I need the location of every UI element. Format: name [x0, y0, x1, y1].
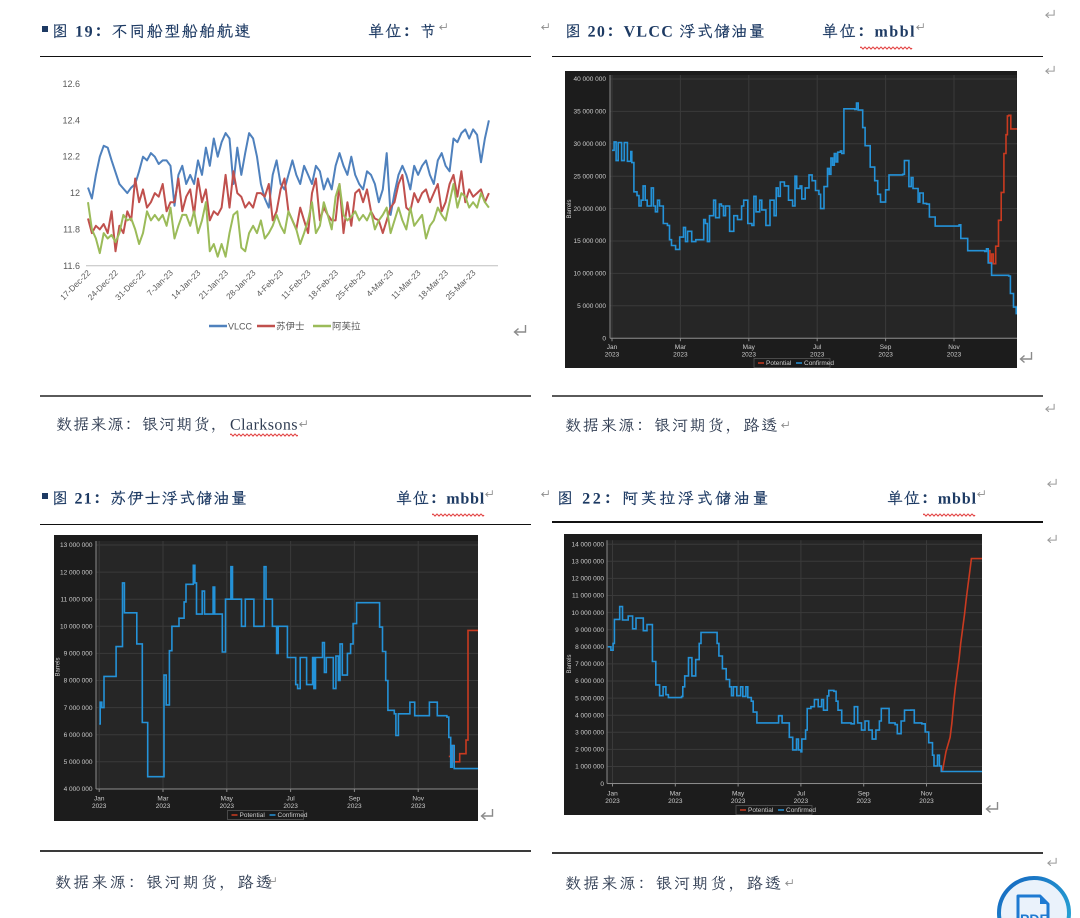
- svg-text:2023: 2023: [947, 352, 962, 359]
- svg-text:May: May: [220, 796, 233, 803]
- svg-text:1 000 000: 1 000 000: [575, 764, 604, 771]
- svg-text:2023: 2023: [347, 803, 362, 810]
- svg-text:Jan: Jan: [607, 344, 618, 351]
- svg-text:3 000 000: 3 000 000: [575, 730, 604, 737]
- svg-text:5 000 000: 5 000 000: [577, 303, 606, 310]
- svg-text:2023: 2023: [219, 803, 234, 810]
- svg-text:0: 0: [600, 781, 604, 788]
- svg-text:9 000 000: 9 000 000: [575, 627, 604, 634]
- svg-text:12.2: 12.2: [62, 152, 80, 162]
- svg-text:2 000 000: 2 000 000: [575, 747, 604, 754]
- svg-text:20 000 000: 20 000 000: [573, 206, 606, 213]
- svg-text:25-Feb-23: 25-Feb-23: [333, 267, 367, 301]
- svg-text:10 000 000: 10 000 000: [59, 624, 92, 631]
- svg-text:Jan: Jan: [93, 796, 104, 803]
- svg-text:28-Jan-23: 28-Jan-23: [224, 267, 258, 301]
- svg-text:Confirmed: Confirmed: [277, 812, 307, 819]
- svg-text:Sep: Sep: [348, 796, 360, 803]
- svg-text:Potential: Potential: [748, 807, 774, 814]
- svg-text:2023: 2023: [742, 352, 757, 359]
- svg-text:Confirmed: Confirmed: [804, 360, 834, 367]
- svg-text:Nov: Nov: [412, 796, 424, 803]
- svg-text:11 000 000: 11 000 000: [60, 596, 92, 603]
- svg-text:12 000 000: 12 000 000: [571, 576, 604, 583]
- svg-text:14 000 000: 14 000 000: [571, 541, 604, 548]
- svg-text:8 000 000: 8 000 000: [575, 644, 604, 651]
- svg-text:40 000 000: 40 000 000: [573, 76, 606, 83]
- svg-text:Potential: Potential: [766, 360, 792, 367]
- svg-text:0: 0: [602, 335, 606, 342]
- svg-text:Nov: Nov: [921, 791, 933, 798]
- svg-text:15 000 000: 15 000 000: [573, 238, 606, 245]
- svg-text:5 000 000: 5 000 000: [575, 695, 604, 702]
- svg-text:Sep: Sep: [858, 791, 870, 798]
- svg-text:2023: 2023: [810, 352, 825, 359]
- svg-text:7 000 000: 7 000 000: [63, 705, 92, 712]
- svg-text:2023: 2023: [731, 798, 746, 805]
- svg-text:2023: 2023: [668, 798, 683, 805]
- svg-text:Confirmed: Confirmed: [786, 807, 816, 814]
- svg-text:Barrels: Barrels: [567, 654, 573, 673]
- svg-text:8 000 000: 8 000 000: [63, 678, 92, 685]
- svg-text:May: May: [743, 344, 756, 351]
- svg-text:4 000 000: 4 000 000: [63, 786, 92, 793]
- svg-text:Mar: Mar: [675, 344, 687, 351]
- svg-text:2023: 2023: [605, 352, 620, 359]
- svg-text:2023: 2023: [856, 798, 871, 805]
- svg-text:30 000 000: 30 000 000: [573, 141, 606, 148]
- svg-text:6 000 000: 6 000 000: [575, 678, 604, 685]
- svg-text:2023: 2023: [283, 803, 298, 810]
- svg-text:Jan: Jan: [607, 791, 618, 798]
- svg-text:4 000 000: 4 000 000: [575, 712, 604, 719]
- svg-text:Barrels: Barrels: [55, 657, 61, 676]
- svg-text:9 000 000: 9 000 000: [63, 651, 92, 658]
- svg-text:12 000 000: 12 000 000: [59, 569, 92, 576]
- svg-text:11.6: 11.6: [63, 261, 80, 271]
- svg-text:2023: 2023: [919, 798, 934, 805]
- svg-text:13 000 000: 13 000 000: [571, 559, 604, 566]
- svg-text:May: May: [732, 791, 745, 798]
- svg-text:7 000 000: 7 000 000: [575, 661, 604, 668]
- svg-text:25-Mar-23: 25-Mar-23: [443, 267, 477, 301]
- svg-text:35 000 000: 35 000 000: [573, 109, 606, 116]
- svg-text:Jul: Jul: [797, 791, 806, 798]
- svg-text:31-Dec-22: 31-Dec-22: [113, 267, 148, 302]
- svg-text:12.4: 12.4: [62, 115, 80, 125]
- svg-text:PDF: PDF: [1020, 911, 1048, 918]
- svg-text:10 000 000: 10 000 000: [571, 610, 604, 617]
- svg-text:25 000 000: 25 000 000: [573, 173, 606, 180]
- svg-text:2023: 2023: [91, 803, 106, 810]
- svg-text:10 000 000: 10 000 000: [573, 271, 606, 278]
- svg-text:2023: 2023: [673, 352, 688, 359]
- svg-text:VLCC: VLCC: [228, 322, 253, 332]
- svg-text:Nov: Nov: [948, 344, 960, 351]
- svg-text:11.8: 11.8: [63, 224, 80, 234]
- svg-text:2023: 2023: [155, 803, 170, 810]
- svg-text:2023: 2023: [605, 798, 620, 805]
- svg-text:13 000 000: 13 000 000: [59, 542, 92, 549]
- svg-text:5 000 000: 5 000 000: [63, 759, 92, 766]
- svg-text:2023: 2023: [794, 798, 809, 805]
- svg-text:11 000 000: 11 000 000: [572, 593, 604, 600]
- svg-text:6 000 000: 6 000 000: [63, 732, 92, 739]
- svg-text:2023: 2023: [878, 352, 893, 359]
- svg-text:Potential: Potential: [239, 812, 265, 819]
- svg-text:Jul: Jul: [813, 344, 822, 351]
- svg-text:Mar: Mar: [670, 791, 682, 798]
- svg-text:12.6: 12.6: [62, 79, 80, 89]
- svg-text:12: 12: [70, 188, 80, 198]
- svg-text:Barrels: Barrels: [567, 199, 573, 218]
- svg-text:Jul: Jul: [286, 796, 295, 803]
- svg-text:2023: 2023: [410, 803, 425, 810]
- svg-text:Mar: Mar: [157, 796, 169, 803]
- svg-text:Sep: Sep: [880, 344, 892, 351]
